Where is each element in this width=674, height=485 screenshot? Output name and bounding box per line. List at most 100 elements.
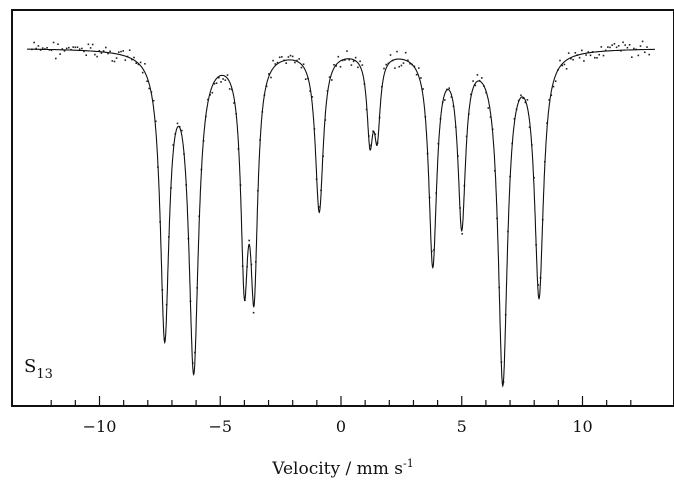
data-point — [613, 43, 616, 45]
data-point — [59, 53, 61, 55]
data-point — [109, 50, 111, 53]
data-point — [41, 47, 44, 49]
data-point — [563, 63, 566, 66]
fit-curve — [27, 48, 655, 388]
x-axis-label-superscript: -1 — [403, 457, 414, 470]
data-point — [52, 41, 55, 44]
data-point — [131, 58, 133, 61]
data-point — [570, 57, 572, 60]
data-point — [631, 56, 633, 58]
data-point — [624, 44, 626, 46]
data-point — [78, 48, 81, 50]
data-point — [418, 67, 420, 69]
data-point — [359, 60, 361, 63]
data-point — [96, 55, 98, 58]
data-point — [61, 48, 64, 50]
data-point — [328, 76, 331, 78]
data-point — [124, 59, 127, 61]
data-point — [617, 45, 620, 47]
data-point — [639, 45, 642, 47]
data-point — [422, 88, 424, 90]
data-point — [272, 59, 274, 62]
data-point — [226, 74, 229, 76]
data-point — [524, 101, 527, 104]
data-point — [115, 57, 118, 59]
data-point — [648, 53, 650, 56]
data-point — [270, 76, 272, 79]
data-point — [385, 63, 387, 66]
data-point — [420, 77, 422, 79]
data-point — [87, 43, 90, 46]
data-point — [444, 99, 446, 101]
data-point — [50, 49, 53, 52]
x-tick-label: 5 — [457, 417, 467, 436]
data-point — [291, 55, 294, 58]
data-point — [220, 81, 222, 83]
data-point — [339, 66, 342, 68]
data-point — [633, 47, 635, 50]
data-point — [415, 73, 418, 76]
data-point — [287, 56, 290, 58]
x-axis-tick-labels: −10 −5 0 5 10 — [83, 417, 593, 436]
data-point — [304, 78, 307, 80]
data-point — [265, 85, 268, 88]
data-point — [268, 73, 270, 75]
data-point — [207, 98, 209, 101]
data-point — [528, 126, 531, 128]
data-point — [567, 52, 570, 54]
data-point — [344, 59, 346, 61]
data-point — [176, 122, 179, 125]
data-point — [233, 102, 235, 104]
data-point — [113, 60, 116, 63]
x-tick-label: 0 — [336, 417, 346, 436]
data-point — [622, 41, 624, 44]
x-axis-label: Velocity / mm s-1 — [271, 457, 413, 479]
data-point — [100, 52, 103, 54]
data-point — [641, 40, 644, 43]
data-point — [209, 94, 211, 96]
data-point — [341, 59, 344, 62]
data-point — [404, 51, 407, 54]
data-point — [144, 63, 146, 65]
data-point — [565, 68, 568, 70]
data-point — [137, 63, 140, 66]
data-point — [65, 47, 68, 50]
data-point — [407, 59, 409, 62]
data-point — [252, 311, 255, 314]
data-point — [626, 46, 629, 49]
data-point — [228, 88, 231, 90]
data-point — [172, 144, 174, 146]
data-point — [39, 49, 42, 51]
data-point — [389, 54, 392, 56]
data-point — [587, 51, 590, 53]
data-point — [604, 49, 607, 52]
data-point — [55, 57, 57, 60]
data-point — [594, 56, 596, 59]
data-point — [589, 54, 592, 57]
data-point — [487, 107, 490, 109]
data-point — [76, 46, 79, 48]
data-point — [35, 47, 37, 50]
data-point — [578, 56, 581, 59]
data-points — [31, 40, 650, 383]
data-point — [128, 49, 131, 51]
data-point — [357, 66, 359, 69]
data-point — [309, 90, 311, 92]
data-point — [248, 239, 250, 242]
data-point — [141, 71, 144, 74]
data-point — [476, 74, 479, 76]
data-point — [146, 80, 148, 83]
data-point — [646, 46, 648, 48]
sample-label-subscript: 13 — [36, 367, 53, 382]
x-axis-ticks — [50, 396, 632, 406]
data-point — [331, 79, 333, 81]
data-point — [409, 62, 411, 65]
data-point — [352, 60, 355, 63]
data-point — [289, 54, 292, 57]
data-point — [572, 58, 574, 61]
x-tick-label: −5 — [208, 417, 232, 436]
data-point — [222, 78, 224, 80]
data-point — [102, 50, 105, 52]
data-point — [600, 46, 603, 48]
data-point — [474, 84, 477, 87]
